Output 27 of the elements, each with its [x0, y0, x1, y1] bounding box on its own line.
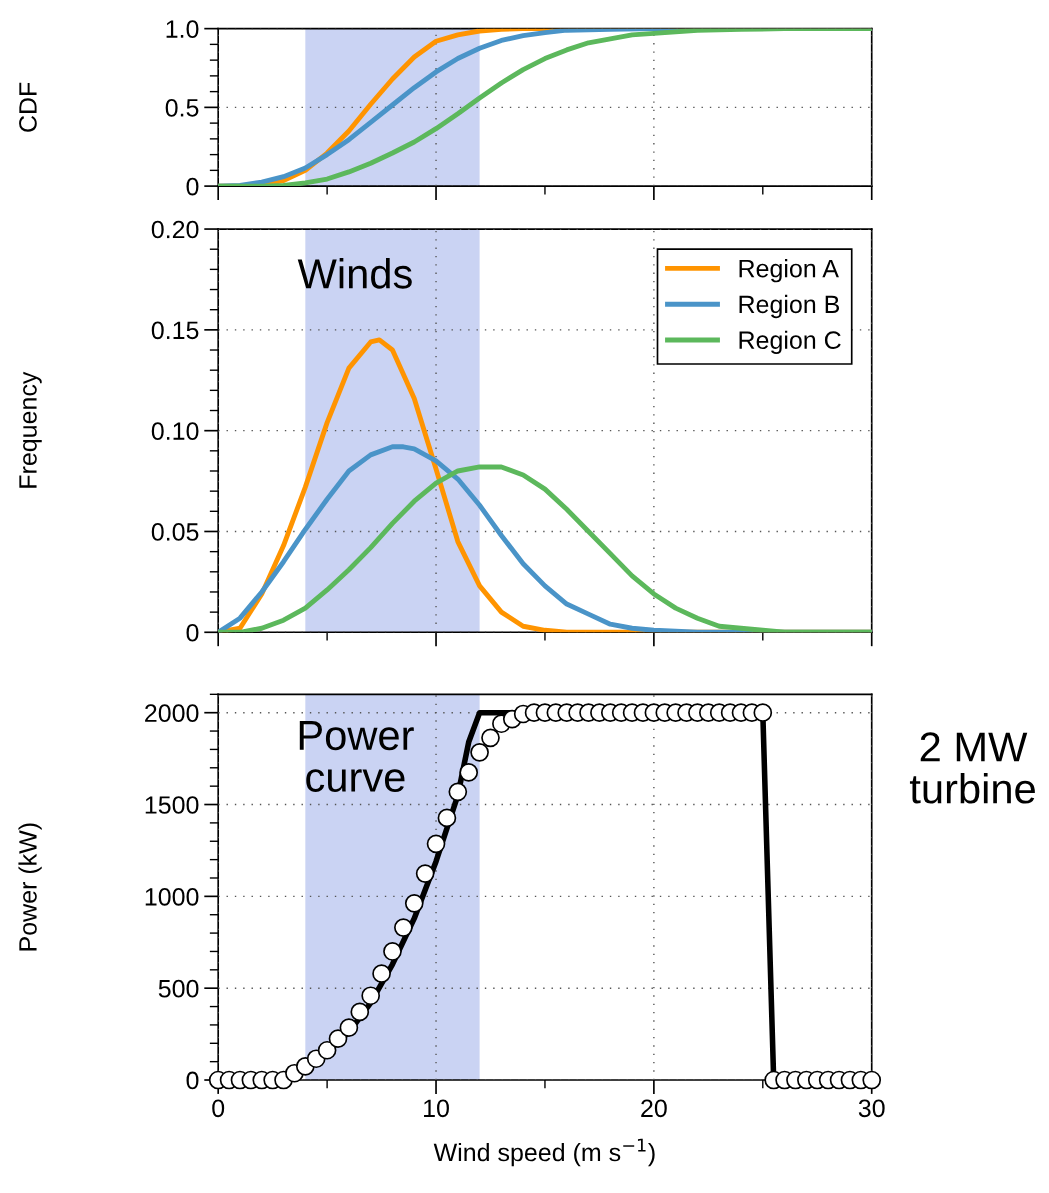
y-tick-label: 0: [186, 623, 199, 642]
y-tick-label: 1000: [145, 887, 199, 906]
legend-label: Region C: [739, 330, 841, 354]
y-tick-label: 0: [186, 177, 199, 196]
y-tick-label: 0: [186, 1071, 199, 1090]
y-tick-label: 1.0: [166, 20, 199, 38]
y-tick-label: 0.5: [165, 98, 199, 117]
y-tick-label: 1500: [145, 796, 199, 814]
x-tick-label: 0: [212, 1099, 225, 1118]
x-tick-label: 20: [641, 1099, 667, 1118]
legend-label: Region B: [739, 294, 840, 319]
annotation: Winds: [297, 258, 412, 289]
y-axis-title: Frequency: [19, 371, 42, 488]
x-tick-label: 10: [424, 1099, 449, 1118]
y-axis-title: Power (kW): [18, 823, 42, 951]
x-axis-title: Wind speed (m s$^{−1}$): [433, 1138, 655, 1167]
y-tick-label: 0.05: [151, 523, 199, 541]
y-tick-label: 0.15: [151, 321, 199, 340]
y-tick-label: 0.20: [151, 220, 199, 239]
y-tick-label: 2000: [145, 704, 199, 722]
x-tick-label: 30: [858, 1099, 885, 1118]
legend-label: Region A: [739, 259, 839, 283]
y-tick-label: 500: [158, 979, 199, 998]
y-tick-label: 0.10: [151, 422, 199, 440]
text: 2 MW turbine: [909, 732, 1035, 804]
annotation: Power curve: [299, 721, 414, 793]
y-axis-title: CDF: [19, 82, 37, 132]
